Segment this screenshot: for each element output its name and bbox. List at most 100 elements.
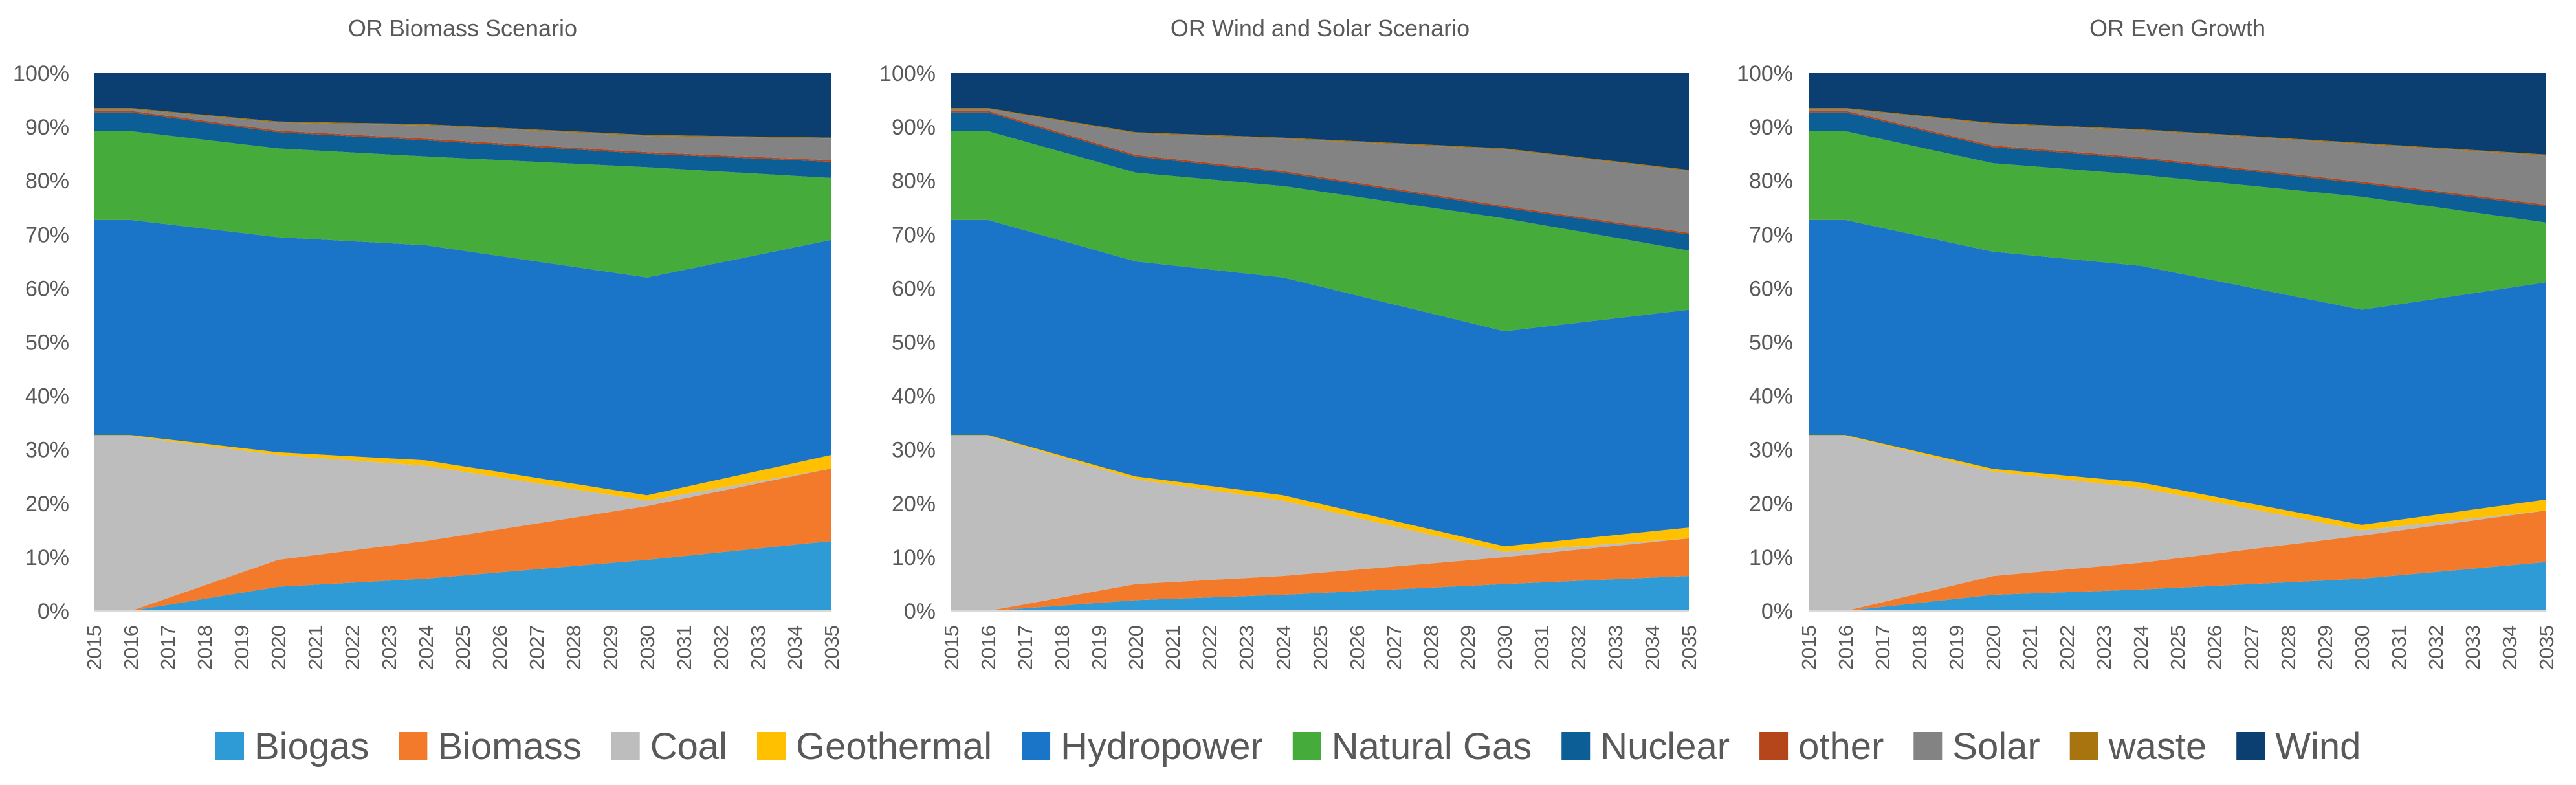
area-solar bbox=[94, 109, 831, 160]
y-tick-label: 20% bbox=[1749, 492, 1793, 516]
x-tick-label: 2028 bbox=[562, 625, 585, 670]
x-tick-label: 2030 bbox=[1493, 625, 1516, 670]
x-tick-label: 2032 bbox=[1567, 625, 1590, 670]
x-tick-label: 2027 bbox=[2240, 625, 2263, 670]
x-tick-label: 2019 bbox=[1945, 625, 1968, 670]
x-tick-label: 2029 bbox=[2314, 625, 2337, 670]
y-tick-label: 30% bbox=[1749, 438, 1793, 463]
legend-item-solar: Solar bbox=[1913, 725, 2040, 768]
y-tick-label: 70% bbox=[25, 223, 69, 247]
x-tick-label: 2015 bbox=[1798, 625, 1820, 670]
y-tick-label: 0% bbox=[38, 599, 69, 624]
x-tick-label: 2035 bbox=[2535, 625, 2558, 670]
x-tick-label: 2034 bbox=[784, 625, 806, 670]
area-nuclear bbox=[94, 112, 831, 179]
x-tick-label: 2024 bbox=[415, 625, 437, 670]
x-tick-label: 2032 bbox=[2425, 625, 2447, 670]
area-waste bbox=[1809, 108, 2546, 156]
y-tick-label: 60% bbox=[892, 276, 936, 301]
x-tick-label: 2030 bbox=[636, 625, 659, 670]
chart-title: OR Wind and Solar Scenario bbox=[1171, 15, 1470, 41]
x-tick-label: 2021 bbox=[2019, 625, 2042, 670]
x-tick-label: 2029 bbox=[599, 625, 622, 670]
x-tick-label: 2022 bbox=[341, 625, 364, 670]
y-tick-label: 10% bbox=[1749, 546, 1793, 570]
area-biomass bbox=[951, 538, 1689, 611]
legend-swatch bbox=[757, 732, 786, 760]
area-solar bbox=[1809, 109, 2546, 205]
x-tick-label: 2022 bbox=[1198, 625, 1221, 670]
area-hydropower bbox=[1809, 219, 2546, 525]
x-tick-label: 2032 bbox=[710, 625, 732, 670]
x-tick-label: 2033 bbox=[1604, 625, 1627, 670]
area-biomass bbox=[1809, 510, 2546, 611]
x-tick-label: 2018 bbox=[1908, 625, 1931, 670]
legend-label: Solar bbox=[1952, 725, 2040, 768]
area-wind bbox=[1809, 73, 2546, 155]
y-tick-label: 40% bbox=[892, 384, 936, 409]
y-tick-label: 50% bbox=[25, 331, 69, 355]
x-tick-label: 2029 bbox=[1457, 625, 1479, 670]
legend-item-other: other bbox=[1759, 725, 1884, 768]
y-tick-label: 70% bbox=[1749, 223, 1793, 247]
area-other bbox=[951, 111, 1689, 235]
area-geothermal bbox=[94, 435, 831, 501]
legend-label: Wind bbox=[2275, 725, 2361, 768]
x-tick-label: 2017 bbox=[1014, 625, 1037, 670]
legend-label: Hydropower bbox=[1061, 725, 1263, 768]
legend-swatch bbox=[1561, 732, 1591, 760]
area-geothermal bbox=[951, 435, 1689, 552]
x-tick-label: 2023 bbox=[1235, 625, 1258, 670]
y-tick-label: 10% bbox=[25, 546, 69, 570]
legend-item-geothermal: Geothermal bbox=[757, 725, 992, 768]
legend-label: Biogas bbox=[254, 725, 369, 768]
y-tick-label: 90% bbox=[892, 115, 936, 140]
y-tick-label: 90% bbox=[1749, 115, 1793, 140]
x-tick-label: 2034 bbox=[1641, 625, 1664, 670]
y-tick-label: 10% bbox=[892, 546, 936, 570]
y-tick-label: 50% bbox=[1749, 331, 1793, 355]
area-hydropower bbox=[951, 219, 1689, 547]
y-tick-label: 0% bbox=[904, 599, 936, 624]
y-tick-label: 100% bbox=[13, 61, 69, 86]
legend-swatch bbox=[215, 732, 244, 760]
legend-swatch bbox=[611, 732, 640, 760]
legend-swatch bbox=[2236, 732, 2265, 760]
y-tick-label: 20% bbox=[25, 492, 69, 516]
legend-swatch bbox=[1759, 732, 1789, 760]
area-coal bbox=[951, 436, 1689, 611]
area-natural-gas bbox=[1809, 131, 2546, 310]
x-tick-label: 2023 bbox=[2093, 625, 2115, 670]
x-tick-label: 2018 bbox=[1051, 625, 1073, 670]
x-tick-label: 2021 bbox=[304, 625, 327, 670]
area-hydropower bbox=[94, 219, 831, 496]
x-tick-label: 2015 bbox=[83, 625, 105, 670]
x-tick-label: 2027 bbox=[525, 625, 548, 670]
y-tick-label: 80% bbox=[25, 169, 69, 193]
area-wind bbox=[94, 73, 831, 138]
x-tick-label: 2017 bbox=[1871, 625, 1894, 670]
y-tick-label: 80% bbox=[892, 169, 936, 193]
y-tick-label: 100% bbox=[1737, 61, 1793, 86]
legend-label: Nuclear bbox=[1600, 725, 1730, 768]
x-tick-label: 2026 bbox=[1346, 625, 1369, 670]
area-other bbox=[1809, 111, 2546, 206]
y-tick-label: 100% bbox=[879, 61, 936, 86]
x-tick-label: 2016 bbox=[977, 625, 1000, 670]
legend-label: waste bbox=[2108, 725, 2207, 768]
x-tick-label: 2019 bbox=[230, 625, 253, 670]
x-tick-label: 2026 bbox=[489, 625, 511, 670]
area-nuclear bbox=[1809, 112, 2546, 223]
y-tick-label: 40% bbox=[1749, 384, 1793, 409]
x-tick-label: 2019 bbox=[1088, 625, 1110, 670]
x-tick-label: 2028 bbox=[2277, 625, 2300, 670]
y-tick-label: 60% bbox=[1749, 276, 1793, 301]
x-tick-label: 2025 bbox=[452, 625, 474, 670]
chart-panel-2: OR Wind and Solar Scenario 0% 10% 20% 30% 40%… bbox=[879, 15, 1701, 670]
legend-label: Geothermal bbox=[796, 725, 992, 768]
legend-item-coal: Coal bbox=[611, 725, 727, 768]
area-wind bbox=[951, 73, 1689, 170]
x-tick-label: 2018 bbox=[193, 625, 216, 670]
x-tick-label: 2017 bbox=[157, 625, 179, 670]
